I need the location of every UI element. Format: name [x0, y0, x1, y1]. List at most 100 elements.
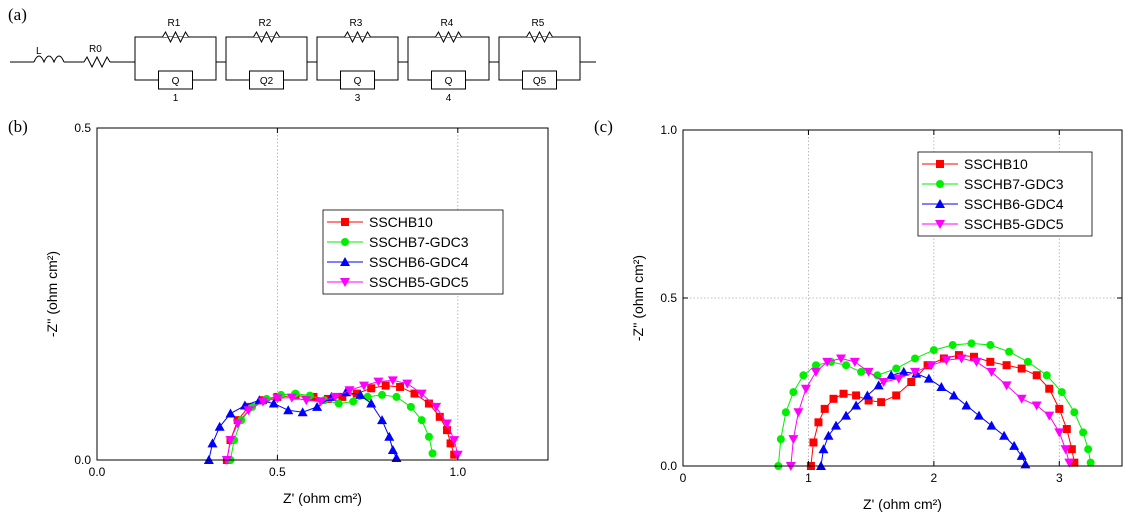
x-tick-label: 1: [805, 471, 812, 485]
cpe-symbol: [431, 70, 466, 90]
y-tick-label: 0.0: [74, 453, 91, 467]
legend-label: SSCHB10: [369, 214, 433, 230]
x-tick-label: 0.5: [269, 465, 286, 479]
data-point: [961, 400, 972, 410]
data-point: [392, 392, 401, 401]
data-point: [272, 394, 283, 404]
series-SSCHB5-GDC5: [221, 376, 463, 465]
series-SSCHB5-GDC5: [785, 354, 1075, 471]
data-point: [1084, 445, 1093, 454]
data-point: [793, 408, 804, 418]
data-point: [910, 367, 921, 377]
data-point: [886, 370, 897, 380]
data-point: [822, 357, 833, 367]
data-point: [820, 404, 829, 413]
panel-label-c: (c): [594, 117, 613, 136]
rq-labels: R1 Q 1 R2 Q2 R3 Q 3 R4 Q 4 R5 Q5: [168, 18, 547, 104]
data-point: [1020, 459, 1031, 469]
cpe-subscript-label: 4: [446, 93, 452, 104]
cpe-subscript-label: 3: [355, 93, 361, 104]
resistor-symbol: [526, 30, 553, 44]
data-point: [355, 389, 366, 399]
data-point: [862, 390, 873, 400]
data-point: [789, 388, 798, 397]
data-point: [387, 376, 398, 386]
legend: SSCHB10 SSCHB7-GDC3 SSCHB6-GDC4 SSCHB5-GDC5: [322, 209, 504, 295]
data-point: [823, 430, 834, 440]
legend-entry: SSCHB6-GDC4: [327, 254, 469, 270]
data-point: [923, 361, 932, 370]
data-point: [893, 374, 904, 384]
x-tick-label: 0.0: [89, 465, 106, 479]
data-point: [391, 453, 402, 463]
data-point: [873, 380, 884, 390]
y-axis-label: -Z'' (ohm cm²): [44, 251, 60, 337]
data-point: [450, 450, 459, 459]
legend-marker: [936, 160, 944, 168]
legend-entry: SSCHB5-GDC5: [327, 274, 469, 290]
data-point: [1016, 450, 1027, 460]
legend-label: SSCHB7-GDC3: [964, 176, 1064, 192]
cpe-label: Q2: [260, 76, 274, 87]
data-point: [878, 378, 889, 387]
data-point: [402, 379, 413, 389]
data-point: [428, 449, 437, 458]
series-SSCHB6-GDC4: [815, 366, 1031, 470]
legend-marker: [340, 257, 350, 266]
y-tick-label: 0.5: [74, 121, 91, 135]
data-point: [948, 341, 957, 350]
data-point: [396, 382, 405, 391]
data-point: [852, 391, 861, 400]
data-point: [831, 420, 842, 430]
data-point: [841, 410, 852, 420]
data-point: [225, 436, 236, 446]
data-point: [315, 397, 326, 407]
data-point: [1016, 394, 1027, 404]
data-point: [829, 394, 838, 403]
data-point: [449, 436, 460, 446]
data-point: [810, 367, 821, 377]
data-point: [442, 426, 451, 435]
data-point: [941, 356, 952, 366]
data-point: [892, 391, 901, 400]
data-point: [986, 367, 997, 377]
data-point: [849, 357, 860, 367]
equivalent-circuit: [10, 30, 596, 90]
data-point: [936, 382, 947, 392]
panel-label-a: (a): [8, 5, 27, 24]
data-point: [424, 432, 433, 441]
data-point: [330, 392, 341, 402]
data-point: [225, 408, 236, 418]
y-tick-label: 0.0: [660, 459, 677, 473]
data-point: [842, 361, 851, 370]
data-point: [809, 438, 818, 447]
rq-blocks: [134, 30, 581, 90]
cpe-label: Q: [172, 76, 180, 87]
resistor-r0-symbol: [83, 55, 111, 69]
inductor-symbol: [33, 55, 65, 64]
data-point: [811, 361, 820, 370]
x-tick-label: 3: [1056, 471, 1063, 485]
data-point: [863, 367, 874, 377]
data-point: [1044, 411, 1055, 421]
data-point: [363, 392, 372, 401]
data-point: [424, 399, 433, 408]
data-point: [381, 381, 390, 390]
legend-box: [322, 209, 504, 295]
legend-marker: [341, 238, 349, 246]
data-point: [948, 390, 959, 400]
data-point: [1023, 357, 1032, 366]
data-point: [864, 396, 873, 405]
y-tick-label: 0.5: [660, 291, 677, 305]
resistor-label: R3: [350, 18, 363, 29]
data-point: [800, 384, 811, 394]
plot-frame: [96, 127, 549, 461]
data-point: [1070, 458, 1079, 467]
data-point: [967, 339, 976, 348]
series-SSCHB10: [806, 351, 1079, 470]
legend-entry: SSCHB7-GDC3: [922, 176, 1064, 192]
data-point: [1032, 371, 1041, 380]
cpe-subscript-label: 1: [173, 93, 179, 104]
data-point: [366, 398, 377, 408]
data-point: [344, 386, 355, 396]
